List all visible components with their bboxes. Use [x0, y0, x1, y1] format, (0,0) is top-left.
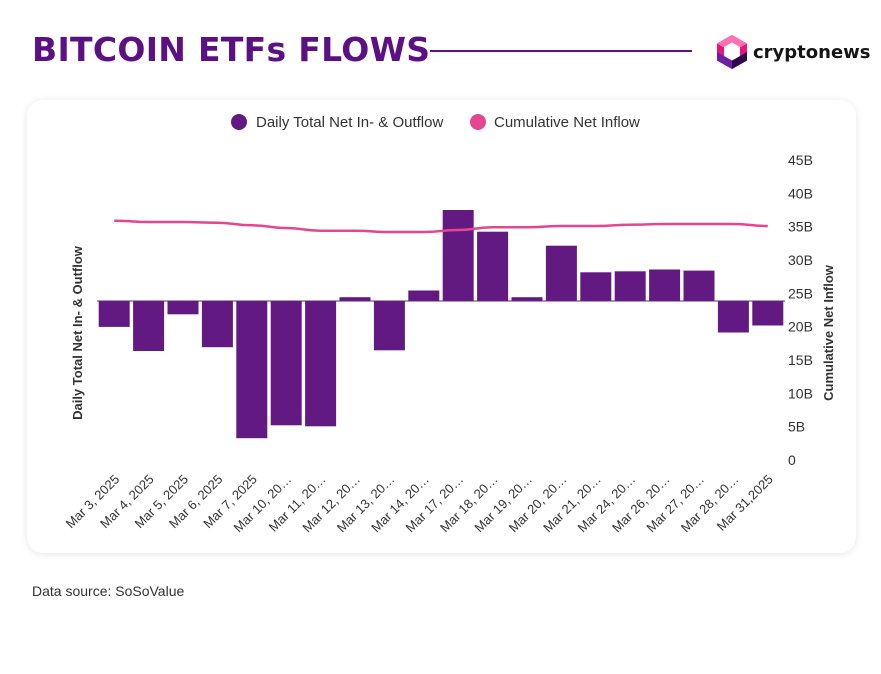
bar-18[interactable] — [683, 270, 715, 301]
right-tick-label: 5B — [788, 419, 805, 435]
cumulative-line — [114, 219, 768, 234]
bar-7[interactable] — [305, 301, 337, 427]
bar-14[interactable] — [545, 245, 577, 301]
bar-11[interactable] — [442, 210, 474, 301]
bar-6[interactable] — [270, 301, 302, 426]
bar-15[interactable] — [580, 272, 612, 301]
bar-20[interactable] — [752, 301, 784, 326]
y-axis-right-label: Cumulative Net Inflow — [821, 264, 836, 401]
legend-marker-cumulative — [470, 114, 486, 130]
bar-13[interactable] — [511, 297, 543, 302]
right-tick-label: 35B — [788, 219, 813, 235]
right-tick-label: 10B — [788, 385, 813, 401]
legend-label-cumulative: Cumulative Net Inflow — [494, 114, 640, 131]
legend-label-daily-flow: Daily Total Net In- & Outflow — [256, 114, 443, 131]
right-tick-label: 40B — [788, 185, 813, 201]
data-source-note: Data source: SoSoValue — [32, 583, 185, 599]
right-tick-label: 45B — [788, 152, 813, 168]
title-divider — [430, 50, 692, 52]
bar-12[interactable] — [477, 231, 509, 301]
bar-10[interactable] — [408, 290, 440, 302]
bar-2[interactable] — [133, 301, 165, 351]
bars-group — [98, 210, 784, 439]
bar-17[interactable] — [649, 269, 681, 302]
chart: Daily Total Net In- & Outflow Cumulative… — [63, 114, 836, 536]
bar-5[interactable] — [236, 301, 268, 439]
right-tick-label: 30B — [788, 252, 813, 268]
bar-4[interactable] — [201, 301, 233, 348]
bar-8[interactable] — [339, 297, 371, 302]
legend-marker-daily-flow — [231, 114, 247, 130]
right-tick-label: 20B — [788, 319, 813, 335]
y-axis-left-label: Daily Total Net In- & Outflow — [70, 245, 85, 420]
bar-16[interactable] — [614, 271, 646, 302]
brand[interactable]: cryptonews — [715, 34, 871, 70]
cryptonews-logo-icon — [717, 35, 747, 69]
bar-19[interactable] — [717, 301, 749, 333]
page-title: BITCOIN ETFs FLOWS — [32, 30, 431, 69]
brand-name: cryptonews — [753, 41, 871, 63]
right-axis-ticks: 0 5B 10B 15B 20B 25B 30B 35B 40B 45B — [788, 152, 813, 468]
bar-1[interactable] — [98, 301, 130, 327]
bar-9[interactable] — [373, 301, 405, 351]
right-tick-label: 25B — [788, 285, 813, 301]
legend[interactable]: Daily Total Net In- & Outflow Cumulative… — [231, 114, 640, 131]
bar-3[interactable] — [167, 301, 199, 315]
right-tick-label: 15B — [788, 352, 813, 368]
chart-card: Daily Total Net In- & Outflow Cumulative… — [27, 100, 856, 553]
right-tick-label: 0 — [788, 452, 796, 468]
